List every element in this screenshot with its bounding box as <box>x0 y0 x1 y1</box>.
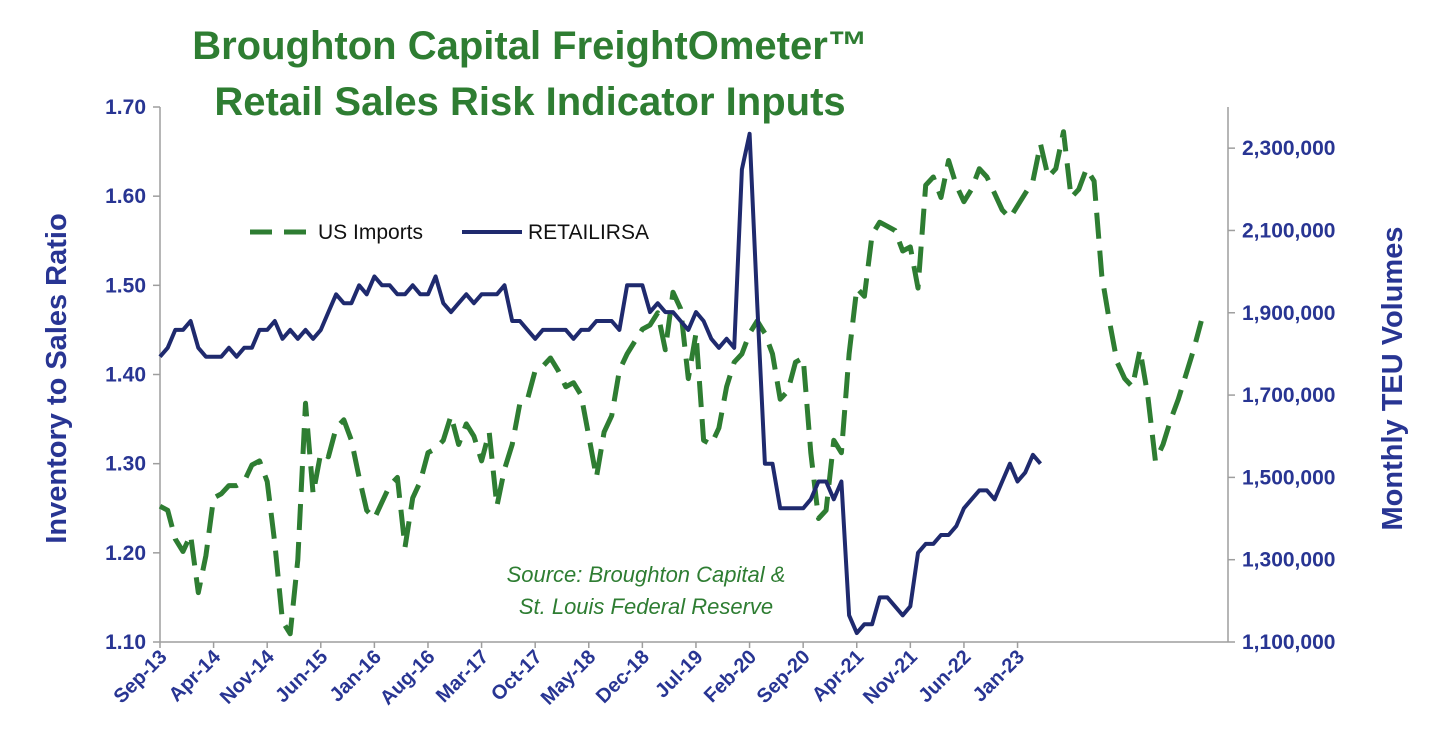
y2-axis-title: Monthly TEU Volumes <box>1377 227 1409 531</box>
x-tick-label: May-18 <box>537 646 601 710</box>
chart-title-block: Broughton Capital FreightOmeter™ Retail … <box>120 18 940 130</box>
legend: US Imports RETAILIRSA <box>250 221 649 244</box>
x-tick-label: Feb-20 <box>700 646 761 707</box>
x-tick-label: Jan-23 <box>969 646 1029 706</box>
legend-retailirsa-label: RETAILIRSA <box>528 221 649 244</box>
y-tick-label: 1.10 <box>105 631 146 654</box>
y-tick-label: 1.20 <box>105 542 146 565</box>
x-tick-label: Apr-21 <box>808 646 868 706</box>
x-tick-label: Aug-16 <box>376 646 439 709</box>
retailirsa-line <box>158 131 1043 636</box>
x-tick-label: Jan-16 <box>326 646 386 706</box>
legend-us-imports-label: US Imports <box>318 221 423 244</box>
x-tick-label: Apr-14 <box>165 645 226 706</box>
y-tick-label: 1.50 <box>105 274 146 297</box>
chart-title: Broughton Capital FreightOmeter™ <box>192 24 868 68</box>
x-tick-label: Dec-18 <box>592 646 654 708</box>
y-tick-label: 1.30 <box>105 453 146 476</box>
chart-subtitle: Retail Sales Risk Indicator Inputs <box>214 80 846 124</box>
x-tick-label: Jun-22 <box>914 646 975 707</box>
x-tick-label: Nov-21 <box>859 646 922 709</box>
x-tick-label: Jul-19 <box>651 646 707 702</box>
x-tick-label: Nov-14 <box>216 645 279 708</box>
x-tick-label: Sep-13 <box>110 646 172 708</box>
y2-tick-label: 1,900,000 <box>1242 302 1335 325</box>
source-line-1: Source: Broughton Capital & <box>507 562 786 587</box>
x-tick-label: Jun-15 <box>271 646 332 707</box>
source-line-2: St. Louis Federal Reserve <box>519 594 773 619</box>
x-tick-label: Mar-17 <box>432 646 493 707</box>
x-tick-label: Sep-20 <box>753 646 815 708</box>
y-tick-label: 1.70 <box>105 96 146 119</box>
y2-tick-label: 2,100,000 <box>1242 219 1335 242</box>
y-tick-label: 1.40 <box>105 364 146 387</box>
y2-tick-label: 1,700,000 <box>1242 384 1335 407</box>
y2-tick-label: 1,100,000 <box>1242 631 1335 654</box>
us-imports-line <box>158 129 1204 637</box>
y2-tick-label: 1,300,000 <box>1242 549 1335 572</box>
y2-tick-label: 2,300,000 <box>1242 137 1335 160</box>
y-tick-label: 1.60 <box>105 185 146 208</box>
x-tick-label: Oct-17 <box>487 646 547 706</box>
y-axis-title: Inventory to Sales Ratio <box>41 213 73 543</box>
y2-tick-label: 1,500,000 <box>1242 466 1335 489</box>
